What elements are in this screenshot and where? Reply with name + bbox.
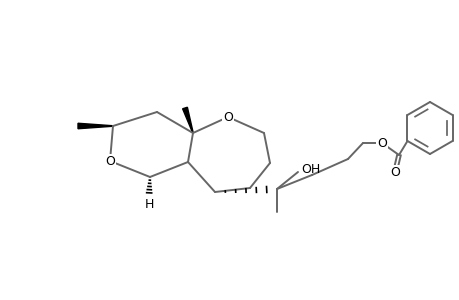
Polygon shape xyxy=(182,107,193,133)
Text: O: O xyxy=(105,154,115,167)
Polygon shape xyxy=(78,123,113,129)
Text: O: O xyxy=(376,136,386,149)
Text: H: H xyxy=(144,197,153,211)
Text: O: O xyxy=(389,166,399,178)
Text: O: O xyxy=(223,110,232,124)
Text: OH: OH xyxy=(301,163,320,176)
